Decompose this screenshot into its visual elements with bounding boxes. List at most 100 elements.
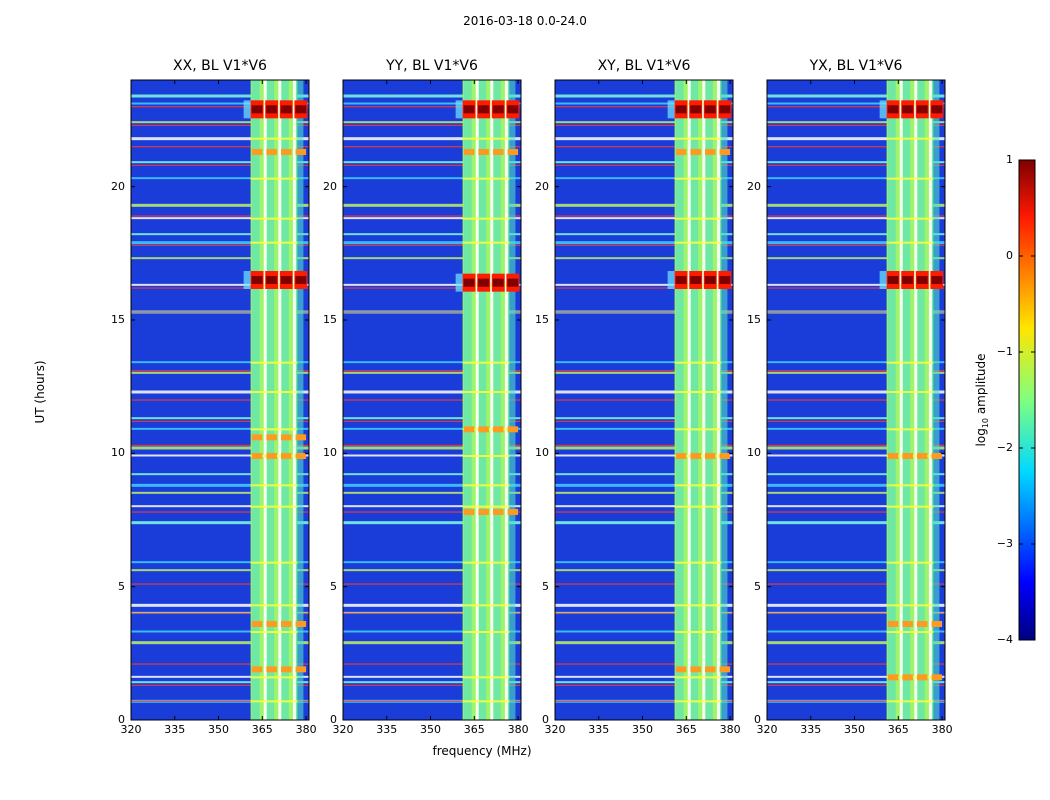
rfi-line: [131, 161, 309, 164]
burst-core: [463, 105, 475, 114]
x-tick-label: 335: [164, 723, 186, 736]
rfi-red-line: [131, 106, 309, 108]
y-tick-label: 0: [754, 713, 761, 726]
burst-core: [902, 105, 914, 114]
y-tick-label: 15: [323, 313, 337, 326]
orange-patch: [887, 453, 899, 459]
orange-patch: [280, 666, 292, 673]
rfi-red-line: [131, 244, 309, 247]
rfi-red-line: [555, 370, 733, 372]
y-axis-label: UT (hours): [33, 360, 47, 424]
band-line: [886, 177, 934, 180]
burst-halo: [667, 100, 676, 119]
rfi-red-line: [767, 399, 945, 401]
rfi-line: [767, 177, 945, 180]
orange-patch: [280, 453, 292, 459]
band-line: [674, 241, 722, 244]
band-line: [886, 428, 934, 431]
x-tick-label: 380: [931, 723, 953, 736]
x-tick-label: 365: [463, 723, 485, 736]
rfi-line: [131, 603, 309, 607]
x-tick-label: 320: [544, 723, 566, 736]
band-line: [674, 676, 722, 679]
x-tick-label: 380: [719, 723, 741, 736]
band-line: [674, 361, 722, 364]
rfi-line: [767, 233, 945, 236]
burst-core: [675, 276, 687, 284]
rfi-line: [131, 491, 309, 494]
panel-frame: [342, 79, 522, 721]
band-line: [250, 361, 298, 364]
rfi-red-line: [131, 215, 309, 217]
rfi-line: [131, 630, 309, 633]
burst-core: [280, 276, 292, 284]
panel-title-xx: XX, BL V1*V6: [173, 58, 267, 74]
band-line: [674, 137, 722, 140]
band-line: [674, 561, 722, 564]
orange-patch: [916, 674, 928, 681]
rfi-line: [131, 361, 309, 364]
rfi-line: [555, 390, 733, 394]
burst-core: [931, 105, 943, 114]
rfi-red-line: [555, 684, 733, 687]
band-stripe: [690, 80, 699, 720]
colorbar-tick-label: 0: [1006, 249, 1013, 262]
burst-core: [507, 105, 519, 114]
y-tick-label: 5: [542, 579, 549, 593]
orange-patch: [916, 453, 928, 459]
orange-patch: [251, 434, 263, 441]
rfi-red-line: [131, 164, 309, 167]
rfi-line: [131, 233, 309, 236]
y-tick-label: 10: [747, 446, 761, 460]
rfi-red-line: [555, 511, 733, 513]
rfi-red-line: [555, 399, 733, 401]
rfi-line: [767, 681, 945, 684]
rfi-line: [767, 641, 945, 645]
rfi-red-line: [343, 700, 521, 703]
rfi-line: [131, 94, 309, 98]
rfi-line: [767, 217, 945, 220]
rfi-line: [343, 446, 521, 450]
orange-patch: [675, 149, 687, 155]
orange-patch: [266, 453, 277, 459]
rfi-line: [131, 505, 309, 508]
y-tick-label: 15: [535, 313, 549, 326]
y-tick-label: 10: [323, 446, 337, 460]
rfi-line: [131, 675, 309, 678]
rfi-line: [343, 569, 521, 572]
rfi-red-line: [767, 684, 945, 687]
rfi-red-line: [767, 164, 945, 167]
band-line: [250, 631, 298, 633]
rfi-red-line: [343, 311, 521, 313]
band-stripe: [507, 80, 516, 720]
rfi-red-line: [131, 663, 309, 665]
panel-frame: [766, 79, 946, 721]
rfi-line: [555, 473, 733, 476]
rfi-red-line: [767, 370, 945, 372]
colorbar-tick-label: 1: [1006, 153, 1013, 166]
burst-core: [719, 105, 731, 114]
rfi-line: [767, 161, 945, 164]
rfi-red-line: [343, 106, 521, 108]
orange-patch: [251, 621, 263, 627]
x-tick-label: 320: [332, 723, 354, 736]
band-stripe: [478, 80, 487, 720]
rfi-red-line: [767, 583, 945, 585]
orange-patch: [902, 453, 913, 459]
burst-core: [295, 105, 307, 114]
orange-patch: [507, 426, 519, 433]
rfi-red-line: [343, 612, 521, 615]
rfi-line: [343, 427, 521, 430]
rfi-red-line: [555, 444, 733, 447]
orange-patch: [507, 509, 519, 515]
channel-gap: [292, 80, 296, 720]
burst-halo: [243, 100, 252, 119]
rfi-line: [767, 521, 945, 525]
rfi-red-line: [555, 164, 733, 167]
burst-core: [492, 278, 504, 287]
y-tick-label: 0: [330, 713, 337, 726]
rfi-line: [343, 417, 521, 420]
band-line: [674, 391, 722, 393]
band-line: [250, 428, 298, 431]
y-tick-label: 20: [535, 179, 549, 193]
